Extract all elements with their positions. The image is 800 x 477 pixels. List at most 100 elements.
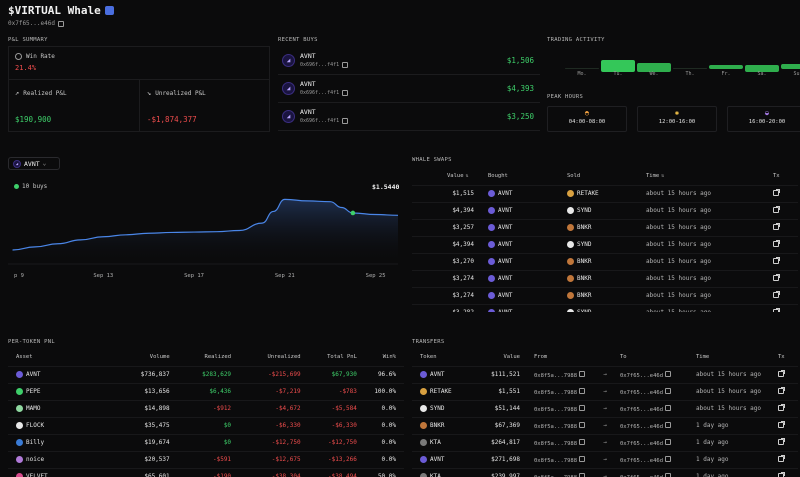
transfer-row[interactable]: AVNT $271,698 0x8f5a...7988 → 0x7f65...e46d 1… xyxy=(412,450,798,468)
transfer-row[interactable]: RETAKE $1,551 0x8f5a...7988 → 0x7f65...e46d a… xyxy=(412,382,798,400)
per-token-row[interactable]: FLOCK $35,475 $0 -$6,330 -$6,330 0.0% xyxy=(8,416,404,434)
bnkr-icon xyxy=(420,422,427,429)
external-link-icon[interactable] xyxy=(778,403,785,411)
whale-swap-row[interactable]: $3,274 AVNT BNKR about 15 hours ago xyxy=(412,286,798,304)
whale-swap-row[interactable]: $3,274 AVNT BNKR about 15 hours ago xyxy=(412,269,798,287)
copy-icon[interactable] xyxy=(579,370,586,377)
transfer-row[interactable]: KTA $264,817 0x8f5a...7988 → 0x7f65...e46d 1 … xyxy=(412,433,798,451)
col-win: Win% xyxy=(382,354,396,361)
peak-hour-card: ◓ 04:00-08:00 xyxy=(547,106,627,132)
external-link-icon[interactable] xyxy=(773,256,780,264)
copy-icon[interactable] xyxy=(665,438,672,445)
chart-x-tick-label: Sep 21 xyxy=(275,273,295,279)
external-link-icon[interactable] xyxy=(773,290,780,298)
recent-buy-row[interactable]: ◢ AVNT 0x696f...f4f1 $3,250 xyxy=(278,103,540,131)
activity-bar[interactable] xyxy=(637,63,671,72)
per-token-row[interactable]: Billy $19,674 $0 -$12,750 -$12,750 0.0% xyxy=(8,433,404,451)
whale-swap-row[interactable]: $3,282 AVNT SYND about 15 hours ago xyxy=(412,303,798,312)
transfer-token-name: KTA xyxy=(430,473,441,477)
unrealized-value: -$1,874,377 xyxy=(147,115,197,124)
transfer-row[interactable]: SYND $51,144 0x8f5a...7988 → 0x7f65...e46d ab… xyxy=(412,399,798,417)
copy-icon[interactable] xyxy=(57,20,64,27)
copy-icon[interactable] xyxy=(342,90,349,96)
chart-price-line xyxy=(12,198,398,251)
copy-icon[interactable] xyxy=(579,387,586,394)
recent-buy-value: $3,250 xyxy=(506,112,534,121)
external-link-icon[interactable] xyxy=(778,454,785,462)
activity-day-label: Fr. xyxy=(721,71,731,77)
per-token-row[interactable]: AVNT $736,837 $283,629 -$215,699 $67,930 96.6… xyxy=(8,365,404,383)
transfer-tx xyxy=(778,399,798,417)
swap-sold: BNKR xyxy=(567,269,646,287)
whale-swap-row[interactable]: $4,394 AVNT SYND about 15 hours ago xyxy=(412,201,798,219)
whale-swap-row[interactable]: $3,257 AVNT BNKR about 15 hours ago xyxy=(412,218,798,236)
col-token: Token xyxy=(420,354,437,361)
realized-row: ↗ Realized P&L xyxy=(15,89,67,97)
whale-swap-row[interactable]: $1,515 AVNT RETAKE about 15 hours ago xyxy=(412,184,798,202)
avnt-icon xyxy=(488,207,495,214)
col-volume: Volume xyxy=(149,354,170,361)
per-token-row[interactable]: VELVET $65,601 -$190 -$38,304 -$38,494 50.0% xyxy=(8,467,404,477)
external-link-icon[interactable] xyxy=(778,420,785,428)
copy-icon[interactable] xyxy=(665,455,672,462)
copy-icon[interactable] xyxy=(342,62,349,68)
copy-icon[interactable] xyxy=(579,455,586,462)
col-value[interactable]: Value ⇅ xyxy=(412,168,488,185)
transfer-arrow: → xyxy=(590,365,620,383)
arrow-right-icon: → xyxy=(603,456,607,463)
col-unrealized: Unrealized xyxy=(267,354,301,361)
col-time[interactable]: Time ⇅ xyxy=(646,168,773,185)
recent-buy-row[interactable]: ◢ AVNT 0x696f...f4f1 $4,393 xyxy=(278,75,540,103)
external-link-icon[interactable] xyxy=(778,386,785,394)
external-link-icon[interactable] xyxy=(778,437,785,445)
token-selector[interactable]: ◢ AVNT ⌄ xyxy=(8,157,60,170)
external-link-icon[interactable] xyxy=(773,205,780,213)
pnl-volume: $20,537 xyxy=(100,450,170,468)
copy-icon[interactable] xyxy=(579,404,586,411)
per-token-row[interactable]: PEPE $13,656 $6,436 -$7,219 -$783 100.0% xyxy=(8,382,404,400)
pnl-asset-name: FLOCK xyxy=(26,422,45,429)
external-link-icon[interactable] xyxy=(773,273,780,281)
copy-icon[interactable] xyxy=(665,421,672,428)
transfer-row[interactable]: AVNT $111,521 0x8f5a...7988 → 0x7f65...e46d a… xyxy=(412,365,798,383)
col-time-label: Time xyxy=(646,173,660,180)
peak-hour-card: ◒ 16:00-20:00 xyxy=(727,106,800,132)
transfer-row[interactable]: KTA $239,997 0x8f5a...7988 → 0x7f65...e46d 1 … xyxy=(412,467,798,477)
copy-icon[interactable] xyxy=(342,118,349,124)
external-link-icon[interactable] xyxy=(773,188,780,196)
external-link-icon[interactable] xyxy=(773,239,780,247)
copy-icon[interactable] xyxy=(665,370,672,377)
copy-icon[interactable] xyxy=(579,421,586,428)
external-link-icon[interactable] xyxy=(773,307,780,312)
external-link-icon[interactable] xyxy=(778,369,785,377)
per-token-row[interactable]: noice $20,537 -$591 -$12,675 -$13,266 0.0% xyxy=(8,450,404,468)
recent-buy-row[interactable]: ◢ AVNT 0x696f...f4f1 $1,506 xyxy=(278,47,540,75)
transfer-value: $1,551 xyxy=(474,382,520,400)
copy-icon[interactable] xyxy=(579,438,586,445)
chart-highlight-point[interactable] xyxy=(350,210,356,216)
activity-bar[interactable] xyxy=(565,68,599,69)
transfer-row[interactable]: BNKR $67,369 0x8f5a...7988 → 0x7f65...e46d 1 … xyxy=(412,416,798,434)
transfer-arrow: → xyxy=(590,433,620,451)
whale-swap-row[interactable]: $4,394 AVNT SYND about 15 hours ago xyxy=(412,235,798,253)
copy-icon[interactable] xyxy=(665,387,672,394)
copy-icon[interactable] xyxy=(665,404,672,411)
external-link-icon[interactable] xyxy=(773,222,780,230)
swap-sold-token: RETAKE xyxy=(577,190,599,197)
activity-bar[interactable] xyxy=(709,65,743,69)
transfer-to: 0x7f65...e46d xyxy=(620,365,696,383)
swap-bought-token: AVNT xyxy=(498,190,513,197)
activity-bar[interactable] xyxy=(745,65,779,72)
avnt-icon xyxy=(488,258,495,265)
copy-icon[interactable] xyxy=(579,472,586,477)
activity-bar[interactable] xyxy=(781,64,800,69)
activity-bar[interactable] xyxy=(601,60,635,72)
transfer-token-name: KTA xyxy=(430,439,441,446)
avnt-icon xyxy=(420,456,427,463)
transfer-time: 1 day ago xyxy=(696,416,778,434)
per-token-row[interactable]: MAMO $14,898 -$912 -$4,672 -$5,584 0.0% xyxy=(8,399,404,417)
copy-icon[interactable] xyxy=(665,472,672,477)
whale-swap-row[interactable]: $3,270 AVNT BNKR about 15 hours ago xyxy=(412,252,798,270)
external-link-icon[interactable] xyxy=(778,471,785,477)
activity-bar[interactable] xyxy=(673,68,707,69)
